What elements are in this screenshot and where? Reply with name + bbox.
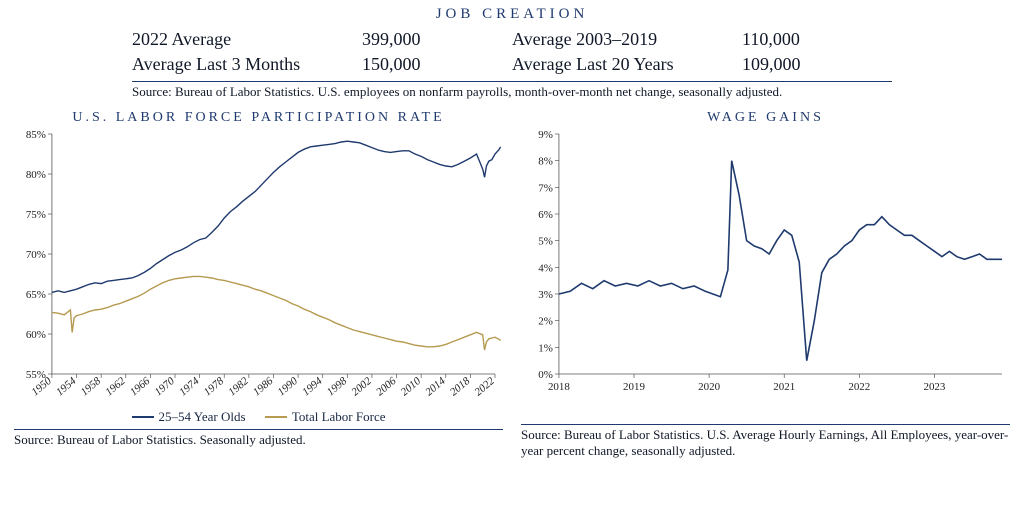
svg-text:2022: 2022 [848,381,870,393]
svg-text:0%: 0% [538,369,553,381]
svg-text:2021: 2021 [773,381,795,393]
svg-text:80%: 80% [26,169,46,181]
wage-chart-source: Source: Bureau of Labor Statistics. U.S.… [521,427,1010,460]
jc-label: Average 2003–2019 [512,27,742,52]
table-row: Average Last 3 Months 150,000 Average La… [132,52,892,77]
labor-chart-title: U.S. LABOR FORCE PARTICIPATION RATE [14,110,503,126]
labor-chart: 55%60%65%70%75%80%85%1950195419581962196… [14,128,503,408]
svg-text:1998: 1998 [325,375,350,399]
legend-swatch [265,416,287,418]
svg-text:1954: 1954 [54,375,79,399]
svg-text:4%: 4% [538,262,553,274]
job-creation-block: JOB CREATION 2022 Average 399,000 Averag… [14,6,1010,100]
charts-row: U.S. LABOR FORCE PARTICIPATION RATE 55%6… [14,110,1010,460]
svg-text:1986: 1986 [251,375,276,399]
svg-text:3%: 3% [538,289,553,301]
svg-text:60%: 60% [26,329,46,341]
svg-text:1970: 1970 [152,375,177,399]
svg-text:1994: 1994 [300,375,325,399]
jc-label: 2022 Average [132,27,362,52]
svg-text:2002: 2002 [349,375,374,399]
legend-item: Total Labor Force [265,409,386,425]
svg-text:6%: 6% [538,209,553,221]
svg-text:1966: 1966 [128,375,153,399]
svg-text:2023: 2023 [923,381,945,393]
svg-text:2018: 2018 [548,381,570,393]
svg-text:2014: 2014 [423,375,448,399]
svg-text:1962: 1962 [103,375,128,399]
legend-label: 25–54 Year Olds [159,409,246,425]
wage-chart: 0% 1% 2% 3% 4% 5% 6% 7% 8% 9% 2018 2019 2020 2021 2022… [521,128,1010,408]
divider [132,81,892,82]
svg-text:1978: 1978 [202,375,227,399]
svg-text:7%: 7% [538,182,553,194]
jc-label: Average Last 20 Years [512,52,742,77]
wage-chart-title: WAGE GAINS [521,110,1010,126]
svg-text:8%: 8% [538,156,553,168]
table-row: 2022 Average 399,000 Average 2003–2019 1… [132,27,892,52]
svg-text:1974: 1974 [177,375,202,399]
labor-legend: 25–54 Year Olds Total Labor Force [14,406,503,425]
job-creation-table: 2022 Average 399,000 Average 2003–2019 1… [132,27,892,77]
svg-text:65%: 65% [26,289,46,301]
divider [521,424,1010,425]
svg-text:2020: 2020 [698,381,720,393]
svg-text:2%: 2% [538,316,553,328]
legend-swatch [132,416,154,418]
wage-chart-block: WAGE GAINS 0% 1% 2% 3% 4% 5% 6% 7% 8% 9% 2018 2019 2… [521,110,1010,460]
svg-text:2010: 2010 [399,375,424,399]
legend-item: 25–54 Year Olds [132,409,246,425]
svg-text:1%: 1% [538,342,553,354]
svg-text:2022: 2022 [472,375,497,399]
svg-text:2019: 2019 [623,381,645,393]
jc-value: 150,000 [362,52,512,77]
svg-text:1982: 1982 [226,375,251,399]
svg-text:85%: 85% [26,129,46,141]
jc-value: 109,000 [742,52,892,77]
svg-text:1990: 1990 [276,375,301,399]
wage-legend-spacer [521,406,1010,420]
svg-text:9%: 9% [538,129,553,141]
jc-label: Average Last 3 Months [132,52,362,77]
divider [14,429,503,430]
job-creation-source: Source: Bureau of Labor Statistics. U.S.… [132,84,892,100]
job-creation-title: JOB CREATION [14,6,1010,23]
svg-text:2006: 2006 [374,375,399,399]
svg-text:5%: 5% [538,236,553,248]
svg-text:1958: 1958 [79,375,104,399]
labor-chart-source: Source: Bureau of Labor Statistics. Seas… [14,432,503,448]
legend-label: Total Labor Force [292,409,386,425]
jc-value: 110,000 [742,27,892,52]
labor-chart-block: U.S. LABOR FORCE PARTICIPATION RATE 55%6… [14,110,503,460]
jc-value: 399,000 [362,27,512,52]
svg-text:70%: 70% [26,249,46,261]
svg-text:75%: 75% [26,209,46,221]
svg-text:2018: 2018 [448,375,473,399]
